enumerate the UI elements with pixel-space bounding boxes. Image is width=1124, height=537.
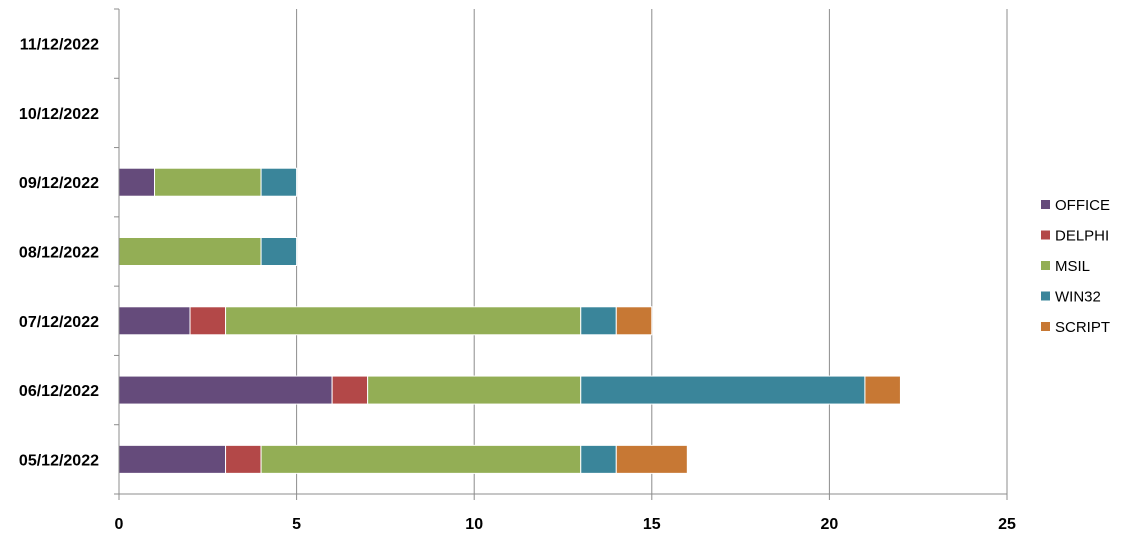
bar-script-07/12/2022 <box>615 306 653 336</box>
bar-win32-09/12/2022 <box>260 167 298 197</box>
bar-msil-06/12/2022 <box>367 375 582 405</box>
bar-office-07/12/2022 <box>118 306 191 336</box>
x-tick-label: 15 <box>643 516 661 533</box>
y-tick-label: 08/12/2022 <box>19 245 99 262</box>
bar-delphi-05/12/2022 <box>225 444 262 474</box>
y-tick-label: 06/12/2022 <box>19 383 99 400</box>
legend-label-script: SCRIPT <box>1055 319 1110 336</box>
bars <box>118 167 901 474</box>
bar-win32-08/12/2022 <box>260 237 298 266</box>
bar-delphi-06/12/2022 <box>331 375 369 405</box>
bar-msil-08/12/2022 <box>118 237 262 266</box>
bar-delphi-07/12/2022 <box>189 306 227 336</box>
bar-msil-09/12/2022 <box>154 167 262 197</box>
bar-office-05/12/2022 <box>118 444 227 474</box>
gridlines <box>296 9 1008 494</box>
x-tick-label: 5 <box>292 516 301 533</box>
y-tick-label: 07/12/2022 <box>19 314 99 331</box>
y-tick-label: 10/12/2022 <box>19 106 99 123</box>
bar-office-09/12/2022 <box>118 167 156 197</box>
legend-label-office: OFFICE <box>1055 197 1110 214</box>
bar-msil-05/12/2022 <box>260 444 582 474</box>
legend: OFFICE DELPHI MSIL WIN32 SCRIPT <box>1041 197 1110 336</box>
x-tick-label: 0 <box>115 516 124 533</box>
legend-label-msil: MSIL <box>1055 258 1090 275</box>
y-tick-label: 09/12/2022 <box>19 175 99 192</box>
y-tick-label: 11/12/2022 <box>20 37 99 54</box>
legend-swatch-delphi <box>1041 230 1050 240</box>
y-tick-label: 05/12/2022 <box>19 452 99 469</box>
legend-label-win32: WIN32 <box>1055 289 1101 306</box>
x-tick-label: 10 <box>465 516 483 533</box>
bar-win32-07/12/2022 <box>580 306 617 336</box>
bar-win32-06/12/2022 <box>580 375 866 405</box>
x-tick-label: 20 <box>821 516 839 533</box>
bar-msil-07/12/2022 <box>225 306 582 336</box>
bar-script-05/12/2022 <box>615 444 688 474</box>
legend-swatch-win32 <box>1041 291 1050 301</box>
legend-swatch-msil <box>1041 261 1050 270</box>
legend-label-delphi: DELPHI <box>1055 228 1109 245</box>
legend-swatch-script <box>1041 322 1050 331</box>
x-tick-label: 25 <box>998 516 1016 533</box>
bar-script-06/12/2022 <box>864 375 901 405</box>
bar-win32-05/12/2022 <box>580 444 617 474</box>
legend-swatch-office <box>1041 200 1050 209</box>
bar-office-06/12/2022 <box>118 375 333 405</box>
axes: 05/12/2022 06/12/2022 07/12/2022 08/12/2022… <box>19 8 1016 533</box>
